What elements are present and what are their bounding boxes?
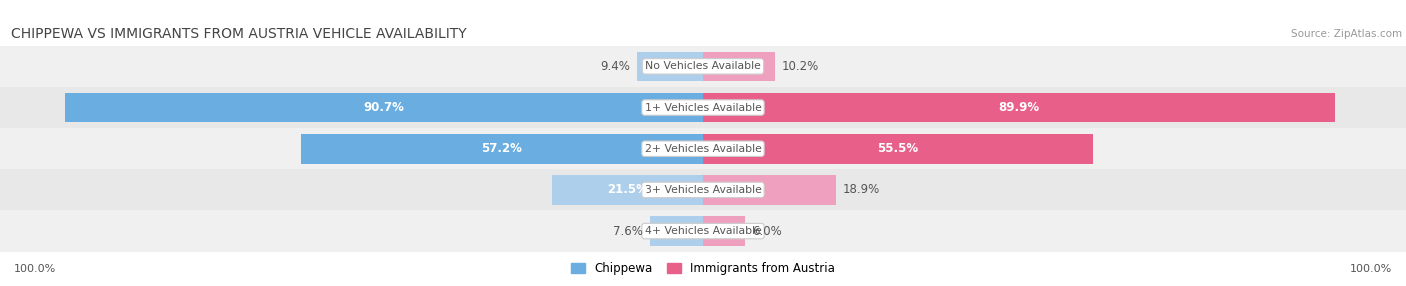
Bar (0, 210, 1406, 252)
Text: CHIPPEWA VS IMMIGRANTS FROM AUSTRIA VEHICLE AVAILABILITY: CHIPPEWA VS IMMIGRANTS FROM AUSTRIA VEHI… (11, 27, 467, 41)
Legend: Chippewa, Immigrants from Austria: Chippewa, Immigrants from Austria (567, 258, 839, 280)
Text: 90.7%: 90.7% (364, 101, 405, 114)
Text: 55.5%: 55.5% (877, 142, 918, 155)
Text: 57.2%: 57.2% (481, 142, 523, 155)
Bar (703, 93, 1336, 122)
Text: 2+ Vehicles Available: 2+ Vehicles Available (644, 144, 762, 154)
Text: 18.9%: 18.9% (844, 183, 880, 196)
Bar (65, 93, 703, 122)
Bar (301, 134, 703, 164)
Text: 4+ Vehicles Available: 4+ Vehicles Available (644, 226, 762, 236)
Text: 3+ Vehicles Available: 3+ Vehicles Available (644, 185, 762, 195)
Bar (650, 216, 703, 246)
Text: 21.5%: 21.5% (607, 183, 648, 196)
Text: No Vehicles Available: No Vehicles Available (645, 61, 761, 71)
Bar (0, 46, 1406, 87)
Bar (703, 134, 1094, 164)
Text: 10.2%: 10.2% (782, 60, 818, 73)
Text: Source: ZipAtlas.com: Source: ZipAtlas.com (1291, 29, 1403, 39)
Bar (551, 175, 703, 205)
Text: 89.9%: 89.9% (998, 101, 1039, 114)
Bar (637, 51, 703, 81)
Text: 9.4%: 9.4% (600, 60, 630, 73)
Text: 1+ Vehicles Available: 1+ Vehicles Available (644, 103, 762, 112)
Bar (0, 169, 1406, 210)
Bar (703, 216, 745, 246)
Bar (703, 51, 775, 81)
Bar (0, 87, 1406, 128)
Bar (0, 128, 1406, 169)
Text: 100.0%: 100.0% (14, 264, 56, 274)
Bar (703, 175, 835, 205)
Text: 6.0%: 6.0% (752, 225, 782, 238)
Text: 100.0%: 100.0% (1350, 264, 1392, 274)
Text: 7.6%: 7.6% (613, 225, 643, 238)
